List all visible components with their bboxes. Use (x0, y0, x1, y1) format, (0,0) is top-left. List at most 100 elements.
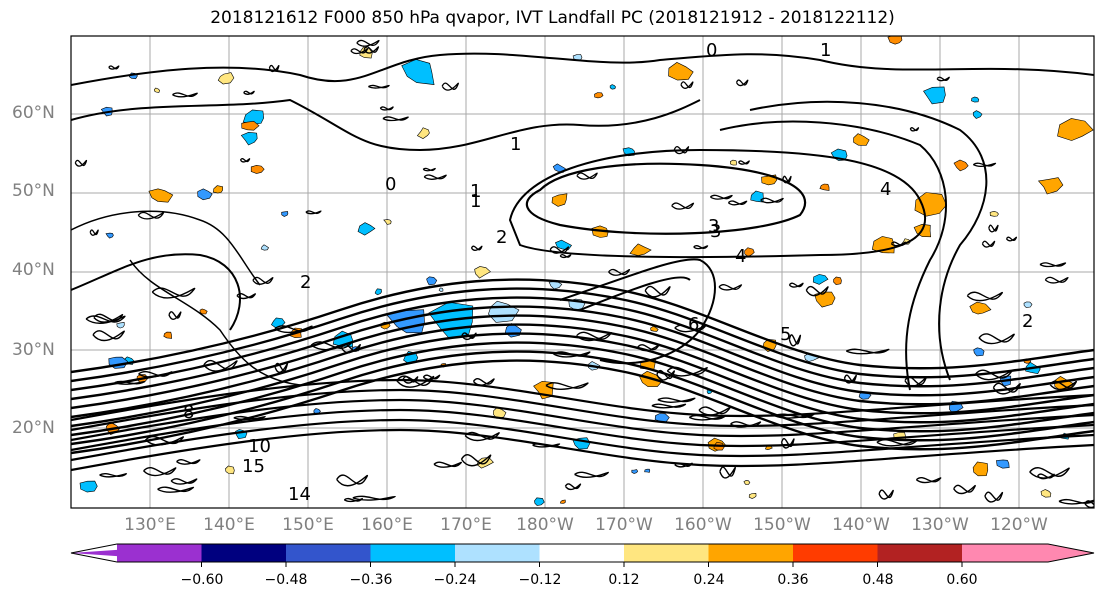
ivt-contour (978, 333, 1015, 345)
contour-label: 15 (242, 456, 265, 477)
ivt-contour (984, 491, 1004, 503)
colorbar-swatch (708, 544, 793, 562)
ivt-contour (975, 369, 1013, 381)
map-frame (70, 35, 1095, 509)
qvapor-patch (163, 331, 173, 339)
qvapor-patch (814, 291, 836, 308)
lat-label-50n: 50°N (12, 181, 55, 201)
ivt-contour (71, 378, 1094, 422)
lon-label-160w: 160°W (674, 515, 732, 535)
colorbar-swatch (455, 544, 540, 562)
ivt-contour (422, 374, 441, 381)
colorbar-swatch (370, 544, 455, 562)
qvapor-patch (1023, 301, 1033, 308)
ivt-contour (176, 459, 201, 465)
colorbar-swatch (201, 544, 286, 562)
qvapor-patch (401, 59, 435, 85)
colorbar-swatch (624, 544, 709, 562)
contour-label: 0 (706, 40, 717, 61)
ivt-contour (780, 438, 795, 449)
lat-label-30n: 30°N (12, 340, 55, 360)
qvapor-patch (969, 301, 992, 315)
qvapor-patch (914, 192, 947, 217)
ivt-contour (71, 287, 1094, 383)
ivt-contour (74, 159, 88, 167)
ivt-contour (203, 359, 238, 372)
ivt-contour (553, 351, 591, 358)
ivt-contour (168, 311, 182, 320)
ivt-contour (981, 240, 996, 248)
ivt-contour (236, 293, 256, 300)
ivt-contour (508, 148, 927, 259)
qvapor-patch (197, 188, 213, 201)
ivt-contour (144, 435, 184, 446)
ivt-contour (608, 268, 631, 276)
colorbar (70, 543, 1095, 567)
ivt-contour (340, 343, 361, 354)
lon-label-170w: 170°W (595, 515, 653, 535)
ivt-contour (71, 418, 1094, 462)
qvapor-patch (631, 469, 639, 474)
qvapor-patch (559, 499, 566, 504)
ivt-contour (441, 82, 459, 91)
ivt-contour (671, 202, 695, 210)
ivt-contour (651, 403, 687, 409)
ivt-contour (423, 174, 447, 180)
ivt-contour (71, 350, 1094, 446)
ivt-contour (637, 344, 660, 352)
ivt-contour (656, 369, 675, 381)
ivt-contour (305, 210, 322, 215)
qvapor-patch (923, 86, 946, 105)
contour-label: 0 (385, 174, 396, 195)
ivt-contour (966, 291, 1003, 302)
qvapor-patch (644, 468, 651, 473)
ivt-contour (936, 76, 950, 82)
ivt-contour (172, 92, 198, 98)
lat-label-20n: 20°N (12, 418, 55, 438)
qvapor-patch (743, 480, 751, 485)
ivt-contour (350, 48, 369, 55)
ivt-contour (953, 484, 976, 495)
ivt-contour (666, 366, 708, 377)
contour-label: 2 (300, 272, 311, 293)
ivt-contour (243, 90, 255, 95)
qvapor-patch (416, 127, 430, 139)
qvapor-patch (668, 62, 694, 81)
ivt-contour (151, 287, 196, 299)
qvapor-patch (953, 159, 969, 172)
ivt-contour (71, 398, 1094, 442)
qvapor-patch (989, 210, 999, 217)
qvapor-patch (79, 480, 98, 493)
ivt-contour (352, 495, 396, 501)
ivt-contour (363, 46, 380, 54)
ivt-contour (749, 100, 988, 381)
ivt-contour (71, 52, 1094, 86)
ivt-contour (730, 421, 762, 428)
ivt-contour (788, 282, 804, 288)
colorbar-swatch (877, 544, 962, 562)
contour-label: 5 (780, 324, 791, 345)
ivt-contour (71, 388, 1094, 432)
ivt-contour (904, 376, 927, 387)
ivt-contour (157, 486, 194, 493)
contour-label: 1 (510, 134, 521, 155)
ivt-contour (343, 497, 363, 503)
ivt-contour (274, 325, 313, 334)
ivt-contour (673, 146, 690, 155)
qvapor-patch (241, 120, 260, 131)
ivt-contour (579, 276, 691, 311)
ivt-contour (1058, 498, 1094, 505)
colorbar-tick-label: 0.48 (862, 572, 894, 588)
lon-label-180w: 180°W (516, 515, 574, 535)
ivt-contour (170, 478, 198, 485)
ivt-contour (71, 323, 1094, 419)
ivt-contour (71, 253, 241, 331)
qvapor-patch (729, 159, 738, 166)
ivt-contour (379, 106, 394, 111)
ivt-contour (805, 285, 829, 297)
ivt-contour (760, 197, 784, 204)
colorbar-tick-label: −0.36 (349, 572, 393, 588)
ivt-contour (574, 471, 609, 479)
ivt-contour (525, 162, 807, 235)
